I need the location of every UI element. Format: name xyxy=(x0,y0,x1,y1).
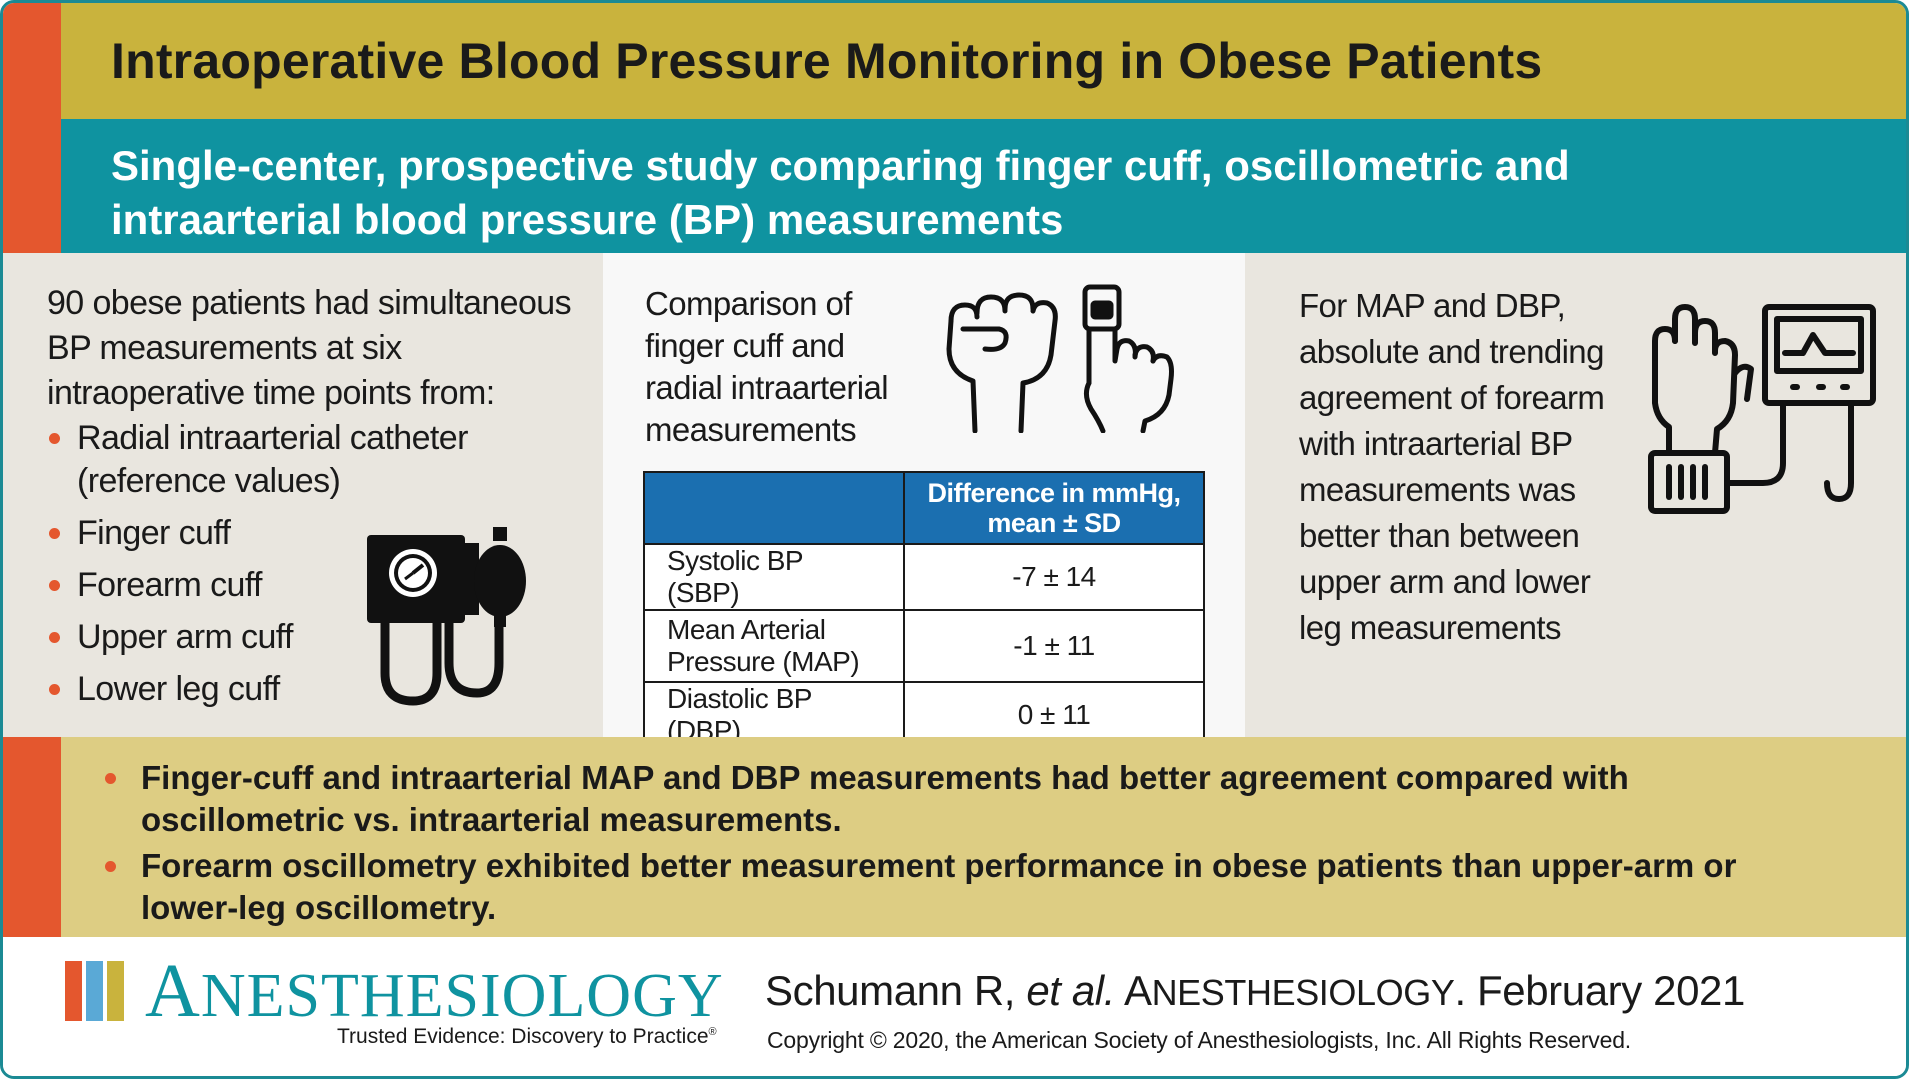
bullet-icon xyxy=(49,684,60,695)
logo-tagline: Trusted Evidence: Discovery to Practice® xyxy=(337,1025,717,1049)
citation-journal-initial: A xyxy=(1115,967,1152,1014)
list-item-label: Forearm cuff xyxy=(77,566,263,604)
bullet-icon xyxy=(49,433,60,444)
logo-bar-gold xyxy=(107,961,124,1021)
table-row-label: Systolic BP (SBP) xyxy=(643,543,905,611)
citation-date: . February 2021 xyxy=(1454,967,1745,1014)
list-item: Radial intraarterial catheter (reference… xyxy=(47,417,603,503)
study-subtitle: Single-center, prospective study compari… xyxy=(111,142,1570,243)
findings-list: Finger-cuff and intraarterial MAP and DB… xyxy=(105,757,1906,929)
citation-etal: et al. xyxy=(1026,967,1115,1014)
list-item-label: Radial intraarterial catheter (reference… xyxy=(77,419,468,500)
list-item-label: Lower leg cuff xyxy=(77,670,280,708)
fist-icon xyxy=(946,292,1058,433)
logo-bar-orange xyxy=(65,961,82,1021)
finger-cuff-icon xyxy=(1082,284,1174,433)
list-item-label: Upper arm cuff xyxy=(77,618,293,656)
tagline-text: Trusted Evidence: Discovery to Practice xyxy=(337,1025,709,1048)
table-header-row: Difference in mmHg, mean ± SD xyxy=(643,471,1205,545)
logo-rest: NESTHESIOLOGY xyxy=(200,962,724,1030)
table-row: Mean Arterial Pressure (MAP) -1 ± 11 xyxy=(643,609,1205,683)
bullet-icon xyxy=(49,580,60,591)
table-header-blank xyxy=(643,471,905,545)
table-row-label: Mean Arterial Pressure (MAP) xyxy=(643,609,905,683)
list-item: Lower leg cuff xyxy=(47,668,603,711)
list-item: Forearm cuff xyxy=(47,564,603,607)
orange-accent-bar-lower xyxy=(3,737,61,937)
finding-text: Finger-cuff and intraarterial MAP and DB… xyxy=(141,759,1629,838)
bullet-icon xyxy=(49,528,60,539)
logo-color-bars-icon xyxy=(65,961,124,1021)
table-row-value: -7 ± 14 xyxy=(903,543,1205,611)
finding-item: Forearm oscillometry exhibited better me… xyxy=(105,845,1841,929)
logo-initial: A xyxy=(145,949,201,1033)
finding-text: Forearm oscillometry exhibited better me… xyxy=(141,847,1737,926)
agreement-text: For MAP and DBP, absolute and trending a… xyxy=(1299,287,1605,646)
title-band: Intraoperative Blood Pressure Monitoring… xyxy=(61,3,1906,119)
copyright-notice: Copyright © 2020, the American Society o… xyxy=(767,1027,1631,1053)
table-header-difference: Difference in mmHg, mean ± SD xyxy=(903,471,1205,545)
left-panel: 90 obese patients had simultaneous BP me… xyxy=(3,253,603,737)
list-item-label: Finger cuff xyxy=(77,514,231,552)
measurement-methods-list: Radial intraarterial catheter (reference… xyxy=(47,417,603,720)
bullet-icon xyxy=(105,861,116,872)
right-panel: For MAP and DBP, absolute and trending a… xyxy=(1245,253,1906,737)
orange-accent-bar xyxy=(3,3,61,253)
journal-logo: ANESTHESIOLOGY xyxy=(145,949,724,1038)
citation-journal-rest: NESTHESIOLOGY xyxy=(1151,972,1455,1013)
citation-authors: Schumann R, xyxy=(765,967,1027,1014)
bullet-icon xyxy=(105,773,116,784)
citation: Schumann R, et al. ANESTHESIOLOGY. Febru… xyxy=(765,967,1745,1015)
bullet-icon xyxy=(49,632,60,643)
list-item: Upper arm cuff xyxy=(47,616,603,659)
subtitle-band: Single-center, prospective study compari… xyxy=(61,119,1906,253)
forearm-cuff-monitor-icon xyxy=(1648,304,1876,514)
comparison-intro: Comparison of finger cuff and radial int… xyxy=(645,285,889,448)
footer: ANESTHESIOLOGY Trusted Evidence: Discove… xyxy=(3,937,1906,1076)
registered-mark: ® xyxy=(708,1026,717,1038)
difference-table: Difference in mmHg, mean ± SD Systolic B… xyxy=(643,471,1205,749)
blood-pressure-cuff-icon xyxy=(367,527,526,706)
table-row: Systolic BP (SBP) -7 ± 14 xyxy=(643,543,1205,611)
logo-bar-blue xyxy=(86,961,103,1021)
table-row-value: -1 ± 11 xyxy=(903,609,1205,683)
key-findings: Finger-cuff and intraarterial MAP and DB… xyxy=(61,737,1906,937)
page-title: Intraoperative Blood Pressure Monitoring… xyxy=(111,33,1543,89)
middle-panel: Comparison of finger cuff and radial int… xyxy=(603,253,1245,749)
finding-item: Finger-cuff and intraarterial MAP and DB… xyxy=(105,757,1841,841)
list-item: Finger cuff xyxy=(47,512,603,555)
patients-intro: 90 obese patients had simultaneous BP me… xyxy=(47,284,572,412)
